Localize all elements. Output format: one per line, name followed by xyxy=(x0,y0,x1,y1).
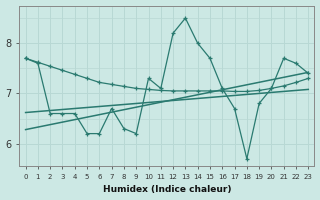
X-axis label: Humidex (Indice chaleur): Humidex (Indice chaleur) xyxy=(103,185,231,194)
